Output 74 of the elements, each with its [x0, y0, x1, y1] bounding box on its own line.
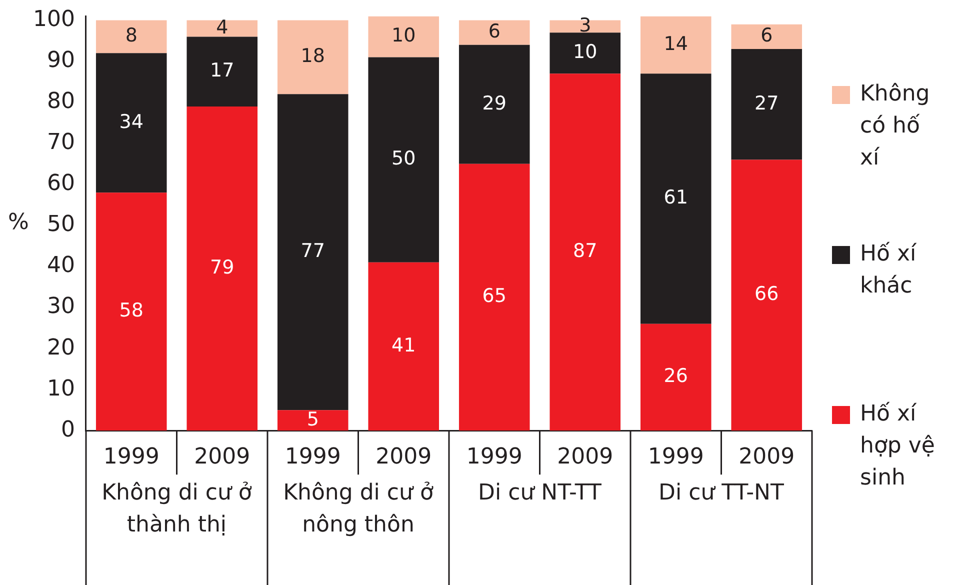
data-label: 6	[760, 24, 773, 47]
y-tick-label: 80	[46, 89, 75, 114]
bar	[96, 53, 167, 193]
data-label: 29	[482, 92, 506, 114]
y-tick-label: 90	[46, 48, 75, 74]
x-tick-label: 2009	[194, 444, 250, 470]
bar	[186, 20, 258, 37]
data-label: 41	[392, 334, 416, 356]
bar	[550, 32, 621, 74]
y-tick-label: 100	[32, 7, 75, 32]
data-label: 4	[216, 16, 228, 38]
data-label: 17	[210, 60, 234, 82]
data-label: 10	[573, 41, 598, 64]
data-label: 14	[664, 32, 688, 55]
text: Không di cư ở thành thị	[102, 480, 252, 538]
bar	[277, 94, 348, 410]
bar	[186, 106, 258, 431]
data-label: 79	[210, 256, 234, 278]
data-label: 66	[754, 283, 779, 306]
y-tick-label: 60	[46, 171, 75, 196]
y-axis-title: %	[8, 210, 29, 236]
text: Di cư NT-TT	[478, 480, 602, 506]
legend-label: Hố xí khác	[860, 242, 918, 299]
x-tick-label: 2009	[557, 444, 614, 470]
bar	[550, 74, 621, 431]
x-tick-label: 2009	[376, 444, 432, 470]
x-tick-label: 2009	[738, 444, 795, 470]
bar	[368, 16, 440, 58]
bar	[731, 49, 802, 160]
x-tick-label: 1999	[284, 444, 341, 470]
bar	[640, 324, 712, 431]
data-label: 5	[306, 408, 319, 430]
data-label: 65	[482, 285, 506, 308]
data-label: 50	[392, 148, 416, 170]
bar	[277, 20, 348, 94]
bar	[640, 16, 712, 74]
x-tick-label: 1999	[103, 444, 160, 470]
data-label: 26	[664, 365, 688, 388]
data-label: 87	[573, 240, 598, 262]
data-label: 77	[300, 240, 325, 262]
y-tick-label: 30	[46, 294, 75, 320]
bar	[731, 24, 802, 50]
data-label: 34	[119, 110, 144, 133]
data-label: 61	[664, 186, 688, 209]
legend-label: Không có hố xí	[860, 82, 930, 171]
y-tick-label: 0	[60, 417, 75, 442]
y-tick-label: 20	[46, 335, 75, 360]
data-label: 3	[579, 14, 592, 36]
data-label: 18	[300, 45, 325, 68]
legend-label: Hố xí hợp vệ sinh	[860, 402, 935, 491]
bar	[368, 262, 440, 431]
data-label: 8	[125, 24, 138, 47]
x-tick-label: 1999	[466, 444, 522, 470]
bar	[458, 164, 530, 431]
text: Không di cư ở nông thôn	[283, 480, 434, 538]
y-tick-label: 40	[46, 253, 75, 278]
bar	[277, 410, 348, 431]
bar	[368, 57, 440, 262]
x-tick-label: 1999	[648, 444, 704, 470]
data-label: 27	[754, 92, 779, 114]
bar	[731, 160, 802, 431]
data-label: 58	[119, 300, 144, 322]
text: Di cư TT-NT	[658, 480, 784, 506]
data-label: 6	[488, 20, 500, 43]
data-label: 10	[392, 24, 416, 47]
bar	[640, 74, 712, 324]
bar	[96, 20, 167, 54]
y-tick-label: 10	[46, 376, 75, 402]
bar	[96, 192, 167, 431]
bar	[458, 44, 530, 164]
bar	[186, 36, 258, 106]
bar	[458, 20, 530, 45]
y-tick-label: 50	[46, 212, 75, 238]
y-tick-label: 70	[46, 130, 75, 156]
